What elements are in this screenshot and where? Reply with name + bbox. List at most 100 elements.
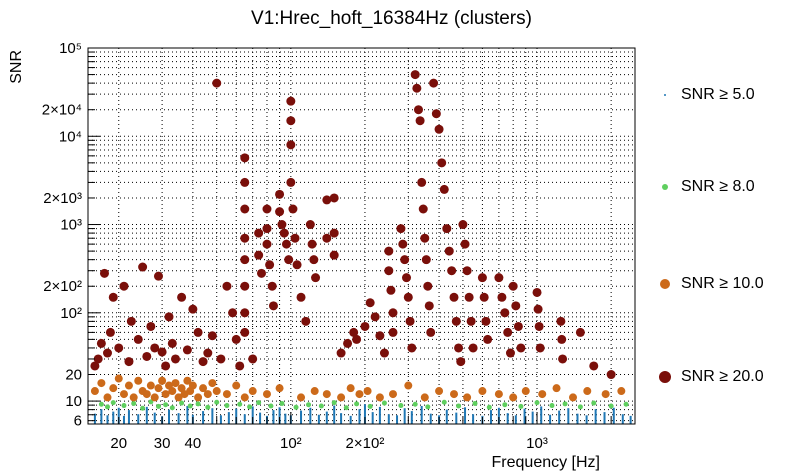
data-point <box>479 292 489 302</box>
chart-title: V1:Hrec_hoft_16384Hz (clusters) <box>251 8 532 29</box>
data-point <box>163 402 169 408</box>
data-point <box>363 404 366 424</box>
legend-label: SNR ≥ 5.0 <box>681 86 755 103</box>
data-point <box>161 390 170 399</box>
data-point <box>410 411 413 424</box>
data-point <box>109 384 118 393</box>
data-point <box>222 281 232 291</box>
data-point <box>102 348 112 358</box>
data-point <box>105 327 115 337</box>
data-point <box>415 116 425 126</box>
data-point <box>434 124 444 134</box>
data-point <box>478 387 487 396</box>
data-point <box>477 273 487 283</box>
y-tick-label: 2×10⁴ <box>42 102 82 119</box>
data-point <box>441 399 447 405</box>
legend-label: SNR ≥ 8.0 <box>681 178 755 195</box>
data-point <box>155 403 161 409</box>
data-point <box>489 410 492 424</box>
data-point <box>284 255 294 265</box>
data-point <box>562 401 568 407</box>
data-point <box>90 361 100 371</box>
data-point <box>509 393 518 402</box>
data-point <box>352 334 362 344</box>
data-point <box>148 399 154 405</box>
data-point <box>164 312 174 322</box>
data-point <box>182 345 192 355</box>
data-point <box>290 233 300 243</box>
y-tick-label: 2×10³ <box>43 190 82 207</box>
data-point <box>398 239 408 249</box>
axis-ticks <box>88 47 612 424</box>
data-point <box>127 410 130 424</box>
data-point <box>534 321 544 331</box>
data-point <box>205 404 211 410</box>
data-point <box>293 404 299 410</box>
data-point <box>286 140 296 150</box>
data-point <box>549 403 555 409</box>
data-point <box>497 407 500 424</box>
data-point <box>262 390 271 399</box>
data-point <box>483 334 493 344</box>
data-point <box>177 292 187 302</box>
data-point <box>623 401 629 407</box>
data-point <box>450 390 459 399</box>
data-point <box>343 338 353 348</box>
data-point <box>508 281 518 291</box>
data-point <box>358 409 361 424</box>
data-point <box>194 393 203 402</box>
data-point <box>114 374 123 383</box>
data-point <box>193 327 203 337</box>
x-tick-label: 2×10² <box>346 435 385 452</box>
data-point <box>386 285 396 295</box>
legend-label: SNR ≥ 10.0 <box>681 275 764 292</box>
data-point <box>177 384 186 393</box>
data-point <box>224 403 230 409</box>
data-point <box>318 403 324 409</box>
data-point <box>402 273 412 283</box>
x-tick-label: 10³ <box>526 435 548 452</box>
data-point <box>371 412 374 424</box>
data-point <box>99 268 109 278</box>
data-point <box>254 228 264 238</box>
data-point <box>363 387 372 396</box>
data-point <box>502 402 508 408</box>
series-layer <box>90 70 632 424</box>
data-point <box>275 384 284 393</box>
data-point <box>240 308 250 318</box>
data-point <box>567 408 570 424</box>
data-point <box>464 407 467 424</box>
data-point <box>322 195 332 205</box>
data-point <box>506 413 509 424</box>
data-point <box>93 354 103 364</box>
data-point <box>370 312 380 322</box>
data-point <box>513 321 523 331</box>
data-point <box>268 301 278 311</box>
data-point <box>589 361 599 371</box>
data-point <box>187 403 193 409</box>
data-point <box>216 354 226 364</box>
data-point <box>460 239 470 249</box>
data-point <box>296 292 306 302</box>
data-point <box>254 250 264 260</box>
legend: SNR ≥ 5.0 SNR ≥ 8.0 SNR ≥ 10.0 SNR ≥ 20.0 <box>655 0 805 472</box>
data-point <box>514 415 517 424</box>
data-point <box>535 343 545 353</box>
data-point <box>472 414 475 424</box>
data-point <box>384 266 394 276</box>
data-point <box>494 273 504 283</box>
data-point <box>279 400 285 406</box>
data-point <box>292 260 302 270</box>
data-point <box>203 390 212 399</box>
data-point <box>333 405 336 424</box>
data-point <box>240 177 250 187</box>
data-point <box>464 292 474 302</box>
data-point <box>227 412 230 424</box>
data-point <box>388 308 398 318</box>
data-point <box>429 413 432 424</box>
data-point <box>137 414 140 424</box>
data-point <box>429 78 439 88</box>
data-point <box>346 384 355 393</box>
data-point <box>405 316 415 326</box>
data-point <box>420 405 423 424</box>
